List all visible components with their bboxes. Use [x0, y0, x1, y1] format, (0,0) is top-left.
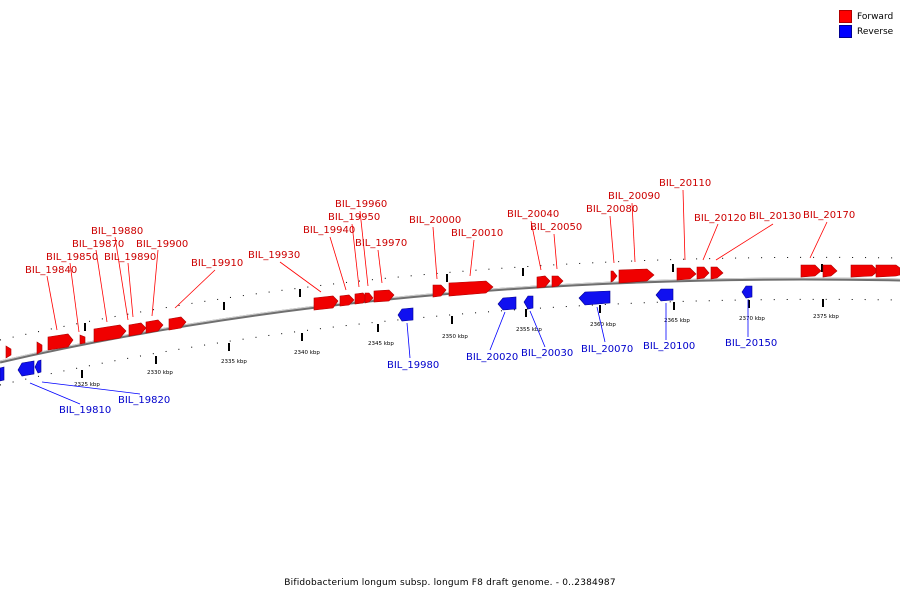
- gene-label: BIL_20040: [507, 209, 559, 220]
- gene-label: BIL_19890: [104, 252, 156, 263]
- tick-label: 2345 kbp: [368, 341, 394, 347]
- forward-gene: [875, 264, 900, 278]
- gene-label: BIL_20070: [581, 344, 633, 355]
- reverse-leaders: [29, 300, 749, 405]
- legend-forward: Forward: [839, 9, 899, 24]
- gene-label: BIL_20050: [530, 222, 582, 233]
- gene-label: BIL_19970: [355, 238, 407, 249]
- gene-label: BIL_20110: [659, 178, 711, 189]
- gene-label: BIL_19980: [387, 360, 439, 371]
- forward-gene: [364, 292, 374, 304]
- forward-tick-row: [0, 256, 900, 341]
- reverse-gene: [741, 285, 753, 299]
- gene-label: BIL_19950: [328, 212, 380, 223]
- reverse-tick-row: [0, 298, 900, 386]
- forward-gene: [339, 294, 355, 307]
- forward-gene: [432, 284, 447, 298]
- gene-label: BIL_19820: [118, 395, 170, 406]
- forward-gene: [79, 334, 86, 345]
- reverse-swatch: [839, 25, 852, 38]
- forward-gene: [551, 275, 564, 288]
- forward-gene: [373, 289, 395, 303]
- tick-label: 2365 kbp: [664, 318, 690, 324]
- reverse-gene: [0, 366, 5, 382]
- gene-label: BIL_20030: [521, 348, 573, 359]
- gene-label: BIL_20000: [409, 215, 461, 226]
- gene-label: BIL_20090: [608, 191, 660, 202]
- forward-gene: [850, 264, 879, 278]
- gene-label: BIL_19810: [59, 405, 111, 416]
- tick-label: 2330 kbp: [147, 370, 173, 376]
- tick-label: 2360 kbp: [590, 322, 616, 328]
- reverse-gene: [655, 288, 674, 302]
- gene-label: BIL_19960: [335, 199, 387, 210]
- forward-gene: [696, 266, 710, 280]
- legend-reverse: Reverse: [839, 24, 899, 39]
- forward-gene: [5, 345, 12, 359]
- reverse-label: Reverse: [857, 26, 894, 37]
- gene-label: BIL_20080: [586, 204, 638, 215]
- gene-label: BIL_19900: [136, 239, 188, 250]
- gene-label: BIL_19870: [72, 239, 124, 250]
- forward-gene: [145, 319, 164, 334]
- reverse-gene: [497, 296, 517, 311]
- tick-label: 2335 kbp: [221, 359, 247, 365]
- tick-label: 2355 kbp: [516, 327, 542, 333]
- reverse-gene: [397, 307, 414, 322]
- forward-gene: [800, 264, 822, 278]
- forward-gene: [448, 280, 494, 297]
- tick-label: 2340 kbp: [294, 350, 320, 356]
- forward-swatch: [839, 10, 852, 23]
- forward-gene: [93, 324, 127, 343]
- forward-gene: [676, 267, 697, 281]
- forward-gene: [36, 341, 43, 355]
- reverse-genes: [0, 285, 753, 382]
- gene-label: BIL_19930: [248, 250, 300, 261]
- gene-label: BIL_20120: [694, 213, 746, 224]
- forward-gene: [313, 295, 339, 311]
- forward-gene: [128, 322, 147, 337]
- gene-label: BIL_19910: [191, 258, 243, 269]
- forward-gene-labels: BIL_19840 BIL_19850 BIL_19870 BIL_19880 …: [25, 178, 855, 276]
- gene-label: BIL_20170: [803, 210, 855, 221]
- reverse-gene: [17, 360, 35, 377]
- reverse-gene: [523, 295, 534, 310]
- gene-label: BIL_20100: [643, 341, 695, 352]
- gene-label: BIL_20150: [725, 338, 777, 349]
- reverse-gene: [578, 290, 611, 306]
- tick-label: 2370 kbp: [739, 316, 765, 322]
- forward-gene: [47, 333, 74, 351]
- legend: Forward Reverse: [839, 9, 899, 39]
- gene-label: BIL_19850: [46, 252, 98, 263]
- forward-gene: [710, 266, 724, 280]
- gene-label: BIL_20130: [749, 211, 801, 222]
- tick-label: 2350 kbp: [442, 334, 468, 340]
- forward-gene: [822, 264, 838, 278]
- forward-gene: [168, 316, 187, 331]
- map-caption: Bifidobacterium longum subsp. longum F8 …: [284, 578, 616, 588]
- forward-gene: [618, 268, 655, 284]
- reverse-gene-labels: BIL_19810 BIL_19820 BIL_19980 BIL_20020 …: [59, 338, 777, 416]
- reverse-gene: [34, 359, 42, 374]
- gene-label: BIL_20010: [451, 228, 503, 239]
- forward-gene: [610, 270, 618, 283]
- forward-genes: [5, 264, 900, 359]
- tick-label: 2325 kbp: [74, 382, 100, 388]
- forward-leaders: [46, 189, 828, 333]
- gene-label: BIL_19880: [91, 226, 143, 237]
- gene-label: BIL_20020: [466, 352, 518, 363]
- gene-label: BIL_19840: [25, 265, 77, 276]
- tick-label: 2375 kbp: [813, 314, 839, 320]
- gene-label: BIL_19940: [303, 225, 355, 236]
- forward-label: Forward: [857, 11, 894, 22]
- tick-labels: 2325 kbp 2330 kbp 2335 kbp 2340 kbp 2345…: [74, 314, 839, 388]
- forward-gene: [536, 275, 551, 289]
